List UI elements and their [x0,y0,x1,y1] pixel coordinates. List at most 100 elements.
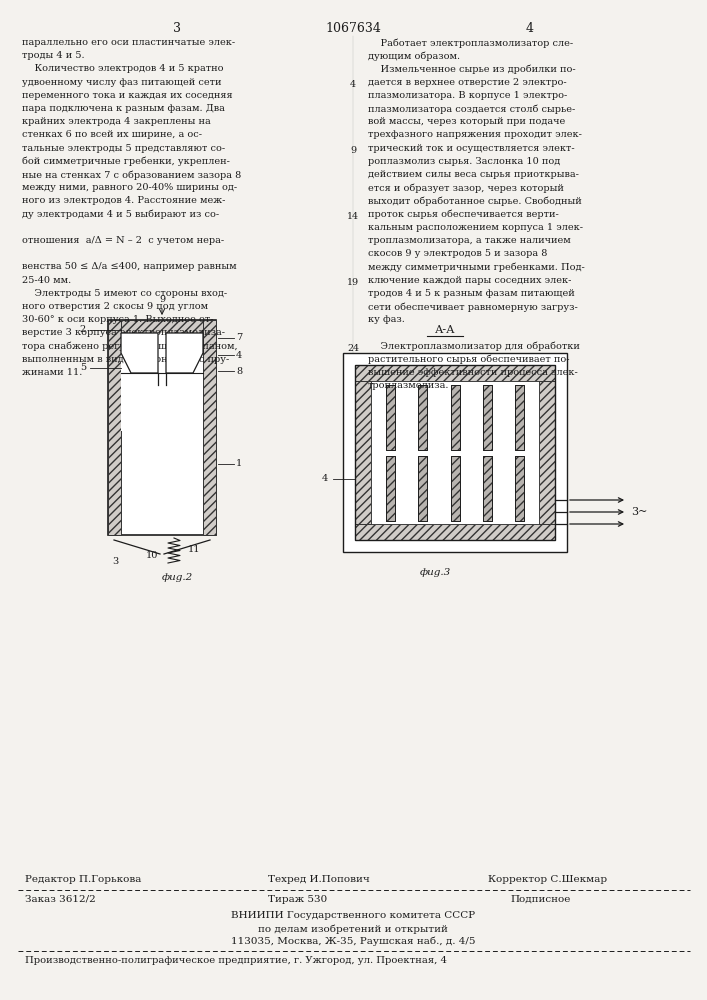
Polygon shape [166,333,203,373]
Bar [386,385,395,450]
Text: между симметричными гребенками. Под-: между симметричными гребенками. Под- [368,262,585,272]
Text: дается в верхнее отверстие 2 электро-: дается в верхнее отверстие 2 электро- [368,78,566,87]
Text: фиg.3: фиg.3 [419,568,450,577]
Text: стенках 6 по всей их ширине, а ос-: стенках 6 по всей их ширине, а ос- [22,130,202,139]
Text: вой массы, через который при подаче: вой массы, через который при подаче [368,117,566,126]
Text: 2: 2 [80,326,86,334]
Text: удвоенному числу фаз питающей сети: удвоенному числу фаз питающей сети [22,78,221,87]
Text: переменного тока и каждая их соседняя: переменного тока и каждая их соседняя [22,91,233,100]
Text: крайних электрода 4 закреплены на: крайних электрода 4 закреплены на [22,117,211,126]
Text: ные на стенках 7 с образованием зазора 8: ные на стенках 7 с образованием зазора 8 [22,170,241,180]
Text: бой симметричные гребенки, укреплен-: бой симметричные гребенки, укреплен- [22,157,230,166]
Bar [450,456,460,521]
Bar [450,456,460,521]
Text: тальные электроды 5 представляют со-: тальные электроды 5 представляют со- [22,144,225,153]
Text: 11: 11 [188,545,201,554]
Text: Техред И.Попович: Техред И.Попович [268,875,370,884]
Text: ного из электродов 4. Расстояние меж-: ного из электродов 4. Расстояние меж- [22,196,226,205]
Bar [450,385,460,450]
Text: фиg.2: фиg.2 [161,573,192,582]
Text: 5: 5 [80,363,86,372]
Text: 14: 14 [347,212,359,221]
Text: верстие 3 корпуса электроплазмолиза-: верстие 3 корпуса электроплазмолиза- [22,328,225,337]
Text: ку фаз.: ку фаз. [368,315,405,324]
Text: скосов 9 у электродов 5 и зазора 8: скосов 9 у электродов 5 и зазора 8 [368,249,547,258]
Text: проток сырья обеспечивается верти-: проток сырья обеспечивается верти- [368,210,559,219]
Text: А-А: А-А [435,325,455,335]
Bar [483,385,492,450]
Text: Измельченное сырье из дробилки по-: Измельченное сырье из дробилки по- [368,64,575,74]
Text: ключение каждой пары соседних элек-: ключение каждой пары соседних элек- [368,276,571,285]
Text: трический ток и осуществляется элект-: трический ток и осуществляется элект- [368,144,575,153]
Text: выполненным в виде заслонки 10 с пру-: выполненным в виде заслонки 10 с пру- [22,355,229,364]
Bar [386,456,395,521]
Text: 30-60° к оси корпуса 1. Выходное от-: 30-60° к оси корпуса 1. Выходное от- [22,315,214,324]
Bar [483,456,492,521]
Text: трехфазного напряжения проходит элек-: трехфазного напряжения проходит элек- [368,130,582,139]
Text: ВНИИПИ Государственного комитета СССР: ВНИИПИ Государственного комитета СССР [231,911,475,920]
Text: ется и образует зазор, через который: ется и образует зазор, через который [368,183,564,193]
Text: сети обеспечивает равномерную загруз-: сети обеспечивает равномерную загруз- [368,302,578,312]
Polygon shape [121,333,158,373]
Text: Подписное: Подписное [510,895,571,904]
Text: 3: 3 [112,557,118,566]
Text: 1: 1 [236,460,243,468]
Text: отношения  a/Δ = N – 2  с учетом нера-: отношения a/Δ = N – 2 с учетом нера- [22,236,224,245]
Text: 4: 4 [526,22,534,35]
Text: 7: 7 [236,334,243,342]
Text: кальным расположением корпуса 1 элек-: кальным расположением корпуса 1 элек- [368,223,583,232]
Text: 19: 19 [347,278,359,287]
Bar [108,320,216,535]
Text: параллельно его оси пластинчатые элек-: параллельно его оси пластинчатые элек- [22,38,235,47]
Text: плазмолизатора. В корпусе 1 электро-: плазмолизатора. В корпусе 1 электро- [368,91,567,100]
Bar [371,381,539,524]
Bar [515,385,525,450]
Bar [483,456,492,521]
Text: 24: 24 [347,344,359,353]
Bar [203,320,216,535]
Text: 4: 4 [350,80,356,89]
Text: Производственно-полиграфическое предприятие, г. Ужгород, ул. Проектная, 4: Производственно-полиграфическое предприя… [25,956,447,965]
Bar [418,456,427,521]
Text: тора снабжено регулирующим клапаном,: тора снабжено регулирующим клапаном, [22,342,238,351]
Bar [418,456,427,521]
Bar [418,385,427,450]
Text: троды 4 и 5.: троды 4 и 5. [22,51,85,60]
Bar [386,456,395,521]
Text: Работает электроплазмолизатор сле-: Работает электроплазмолизатор сле- [368,38,573,47]
Text: Количество электродов 4 и 5 кратно: Количество электродов 4 и 5 кратно [22,64,223,73]
Text: пара подключена к разным фазам. Два: пара подключена к разным фазам. Два [22,104,225,113]
Text: по делам изобретений и открытий: по делам изобретений и открытий [258,924,448,934]
Bar [355,524,555,540]
Text: троплазмолизатора, а также наличием: троплазмолизатора, а также наличием [368,236,571,245]
Bar [355,365,555,381]
Text: Корректор С.Шекмар: Корректор С.Шекмар [488,875,607,884]
Bar [515,385,525,450]
Text: тродов 4 и 5 к разным фазам питающей: тродов 4 и 5 к разным фазам питающей [368,289,575,298]
Text: 113035, Москва, Ж-35, Раушская наб., д. 4/5: 113035, Москва, Ж-35, Раушская наб., д. … [230,937,475,946]
Text: дующим образом.: дующим образом. [368,51,460,61]
Text: Редактор П.Горькова: Редактор П.Горькова [25,875,141,884]
Bar [121,333,203,431]
Text: растительного сырья обеспечивает по-: растительного сырья обеспечивает по- [368,355,570,364]
Bar [483,385,492,450]
Text: венства 50 ≤ Δ/a ≤400, например равным: венства 50 ≤ Δ/a ≤400, например равным [22,262,237,271]
Text: Заказ 3612/2: Заказ 3612/2 [25,895,95,904]
Text: жинами 11.: жинами 11. [22,368,83,377]
Bar [386,385,395,450]
Text: 4: 4 [236,351,243,360]
Text: роплазмолиз сырья. Заслонка 10 под: роплазмолиз сырья. Заслонка 10 под [368,157,560,166]
Text: 1067634: 1067634 [325,22,381,35]
Bar [121,320,203,333]
Bar [343,353,567,552]
Text: Тираж 530: Тираж 530 [268,895,327,904]
Text: Электроплазмолизатор для обработки: Электроплазмолизатор для обработки [368,342,580,351]
Text: 3~: 3~ [631,507,648,517]
Text: плазмолизатора создается столб сырье-: плазмолизатора создается столб сырье- [368,104,575,113]
Bar [355,365,555,540]
Bar [355,381,371,524]
Text: 9: 9 [350,146,356,155]
Text: 9: 9 [159,295,165,304]
Text: ного отверстия 2 скосы 9 под углом: ного отверстия 2 скосы 9 под углом [22,302,208,311]
Bar [515,456,525,521]
